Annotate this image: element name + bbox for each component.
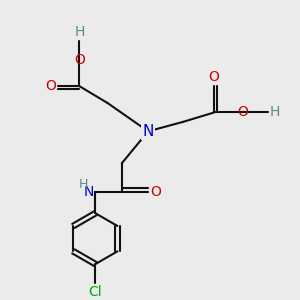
Text: H: H (79, 178, 88, 190)
Text: Cl: Cl (88, 285, 102, 299)
Text: N: N (142, 124, 154, 139)
Text: O: O (74, 53, 85, 67)
Text: O: O (237, 106, 248, 119)
Text: N: N (84, 184, 94, 199)
Text: O: O (150, 184, 161, 199)
Text: H: H (74, 25, 85, 39)
Text: O: O (208, 70, 220, 84)
Text: O: O (45, 79, 56, 93)
Text: H: H (270, 106, 280, 119)
